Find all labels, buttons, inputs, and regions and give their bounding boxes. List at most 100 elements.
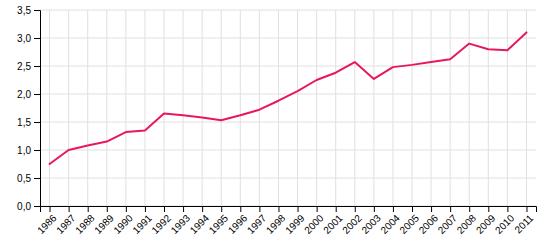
x-tick-label: 2010	[493, 212, 517, 236]
x-tick: 1992	[149, 206, 173, 236]
grid-line	[412, 10, 413, 206]
x-axis: 1986198719881989199019911992199319941995…	[35, 206, 536, 236]
x-axis-line	[41, 207, 537, 213]
x-tick-label: 2003	[359, 212, 383, 236]
x-tick-label: 1994	[188, 212, 212, 236]
y-tick-label: 2,5	[17, 61, 31, 72]
x-tick-label: 2011	[512, 212, 535, 235]
grid-line	[40, 94, 536, 95]
x-tick: 2001	[321, 206, 345, 236]
x-tick-mark	[278, 206, 279, 212]
x-tick-mark	[126, 206, 127, 212]
y-tick: 3,0	[17, 33, 40, 44]
grid-line	[221, 10, 222, 206]
x-tick-label: 2000	[302, 212, 326, 236]
x-tick: 1998	[264, 206, 288, 236]
x-tick-mark	[69, 206, 70, 212]
grid-line	[259, 10, 260, 206]
grid	[40, 10, 536, 206]
x-tick: 2000	[302, 206, 326, 236]
grid-line	[202, 10, 203, 206]
x-tick: 1986	[35, 206, 59, 236]
x-tick-label: 2001	[321, 212, 345, 236]
x-tick-mark	[488, 206, 489, 212]
x-tick-label: 1986	[35, 212, 59, 236]
y-tick-mark	[34, 38, 40, 39]
x-tick: 1999	[283, 206, 307, 236]
grid-line	[469, 10, 470, 206]
x-tick-mark	[221, 206, 222, 212]
x-tick-label: 2005	[397, 212, 421, 236]
grid-line	[392, 10, 393, 206]
y-axis: 0,00,51,01,52,02,53,03,5	[17, 5, 40, 212]
y-tick: 2,5	[17, 61, 40, 72]
y-tick: 3,5	[17, 5, 40, 16]
x-tick-mark	[526, 206, 527, 212]
x-tick-mark	[507, 206, 508, 212]
plot: 1986198719881989199019911992199319941995…	[17, 5, 536, 236]
grid-line	[40, 178, 536, 179]
x-tick-label: 2004	[378, 212, 402, 236]
x-tick: 1997	[245, 206, 269, 236]
grid-line	[68, 10, 69, 206]
x-tick: 1995	[207, 206, 231, 236]
x-tick: 2004	[378, 206, 402, 236]
x-tick: 1991	[130, 206, 154, 236]
x-tick-mark	[355, 206, 356, 212]
x-tick: 1988	[73, 206, 97, 236]
y-tick-label: 2,0	[17, 89, 31, 100]
x-tick-mark	[164, 206, 165, 212]
x-tick-mark	[412, 206, 413, 212]
grid-line	[87, 10, 88, 206]
x-tick: 2011	[512, 206, 535, 235]
x-tick: 2010	[493, 206, 517, 236]
x-tick-mark	[183, 206, 184, 212]
y-tick: 2,0	[17, 89, 40, 100]
grid-line	[431, 10, 432, 206]
x-tick: 1996	[226, 206, 250, 236]
y-tick-label: 3,0	[17, 33, 31, 44]
x-tick-label: 1998	[264, 212, 288, 236]
x-tick-mark	[393, 206, 394, 212]
x-tick-mark	[202, 206, 203, 212]
y-tick: 0,5	[17, 173, 40, 184]
y-tick-mark	[34, 206, 40, 207]
x-tick: 2006	[417, 206, 441, 236]
grid-line	[183, 10, 184, 206]
x-tick-mark	[145, 206, 146, 212]
y-tick-mark	[34, 122, 40, 123]
y-tick-mark	[34, 178, 40, 179]
x-tick-label: 1996	[226, 212, 250, 236]
grid-line	[40, 150, 536, 151]
x-tick-mark	[259, 206, 260, 212]
x-tick: 2002	[340, 206, 364, 236]
grid-line	[40, 122, 536, 123]
grid-line	[354, 10, 355, 206]
x-tick: 1987	[54, 206, 78, 236]
grid-line	[125, 10, 126, 206]
x-tick-mark	[50, 206, 51, 212]
y-tick-mark	[34, 150, 40, 151]
grid-line	[40, 66, 536, 67]
y-tick-label: 0,0	[17, 201, 31, 212]
grid-line	[526, 10, 527, 206]
series	[50, 32, 527, 164]
grid-line	[240, 10, 241, 206]
x-tick-mark	[431, 206, 432, 212]
x-tick-label: 1987	[54, 212, 78, 236]
x-tick: 1989	[92, 206, 116, 236]
y-tick: 0,0	[17, 201, 40, 212]
grid-line	[373, 10, 374, 206]
x-tick-label: 1989	[92, 212, 116, 236]
x-tick-label: 1991	[130, 212, 154, 236]
x-tick-label: 2002	[340, 212, 364, 236]
y-tick-label: 3,5	[17, 5, 31, 16]
line	[50, 32, 527, 164]
x-tick-mark	[336, 206, 337, 212]
x-tick: 1994	[188, 206, 212, 236]
x-tick-label: 1997	[245, 212, 269, 236]
x-tick: 1993	[169, 206, 193, 236]
grid-line	[335, 10, 336, 206]
x-tick-mark	[240, 206, 241, 212]
x-tick: 2005	[397, 206, 421, 236]
